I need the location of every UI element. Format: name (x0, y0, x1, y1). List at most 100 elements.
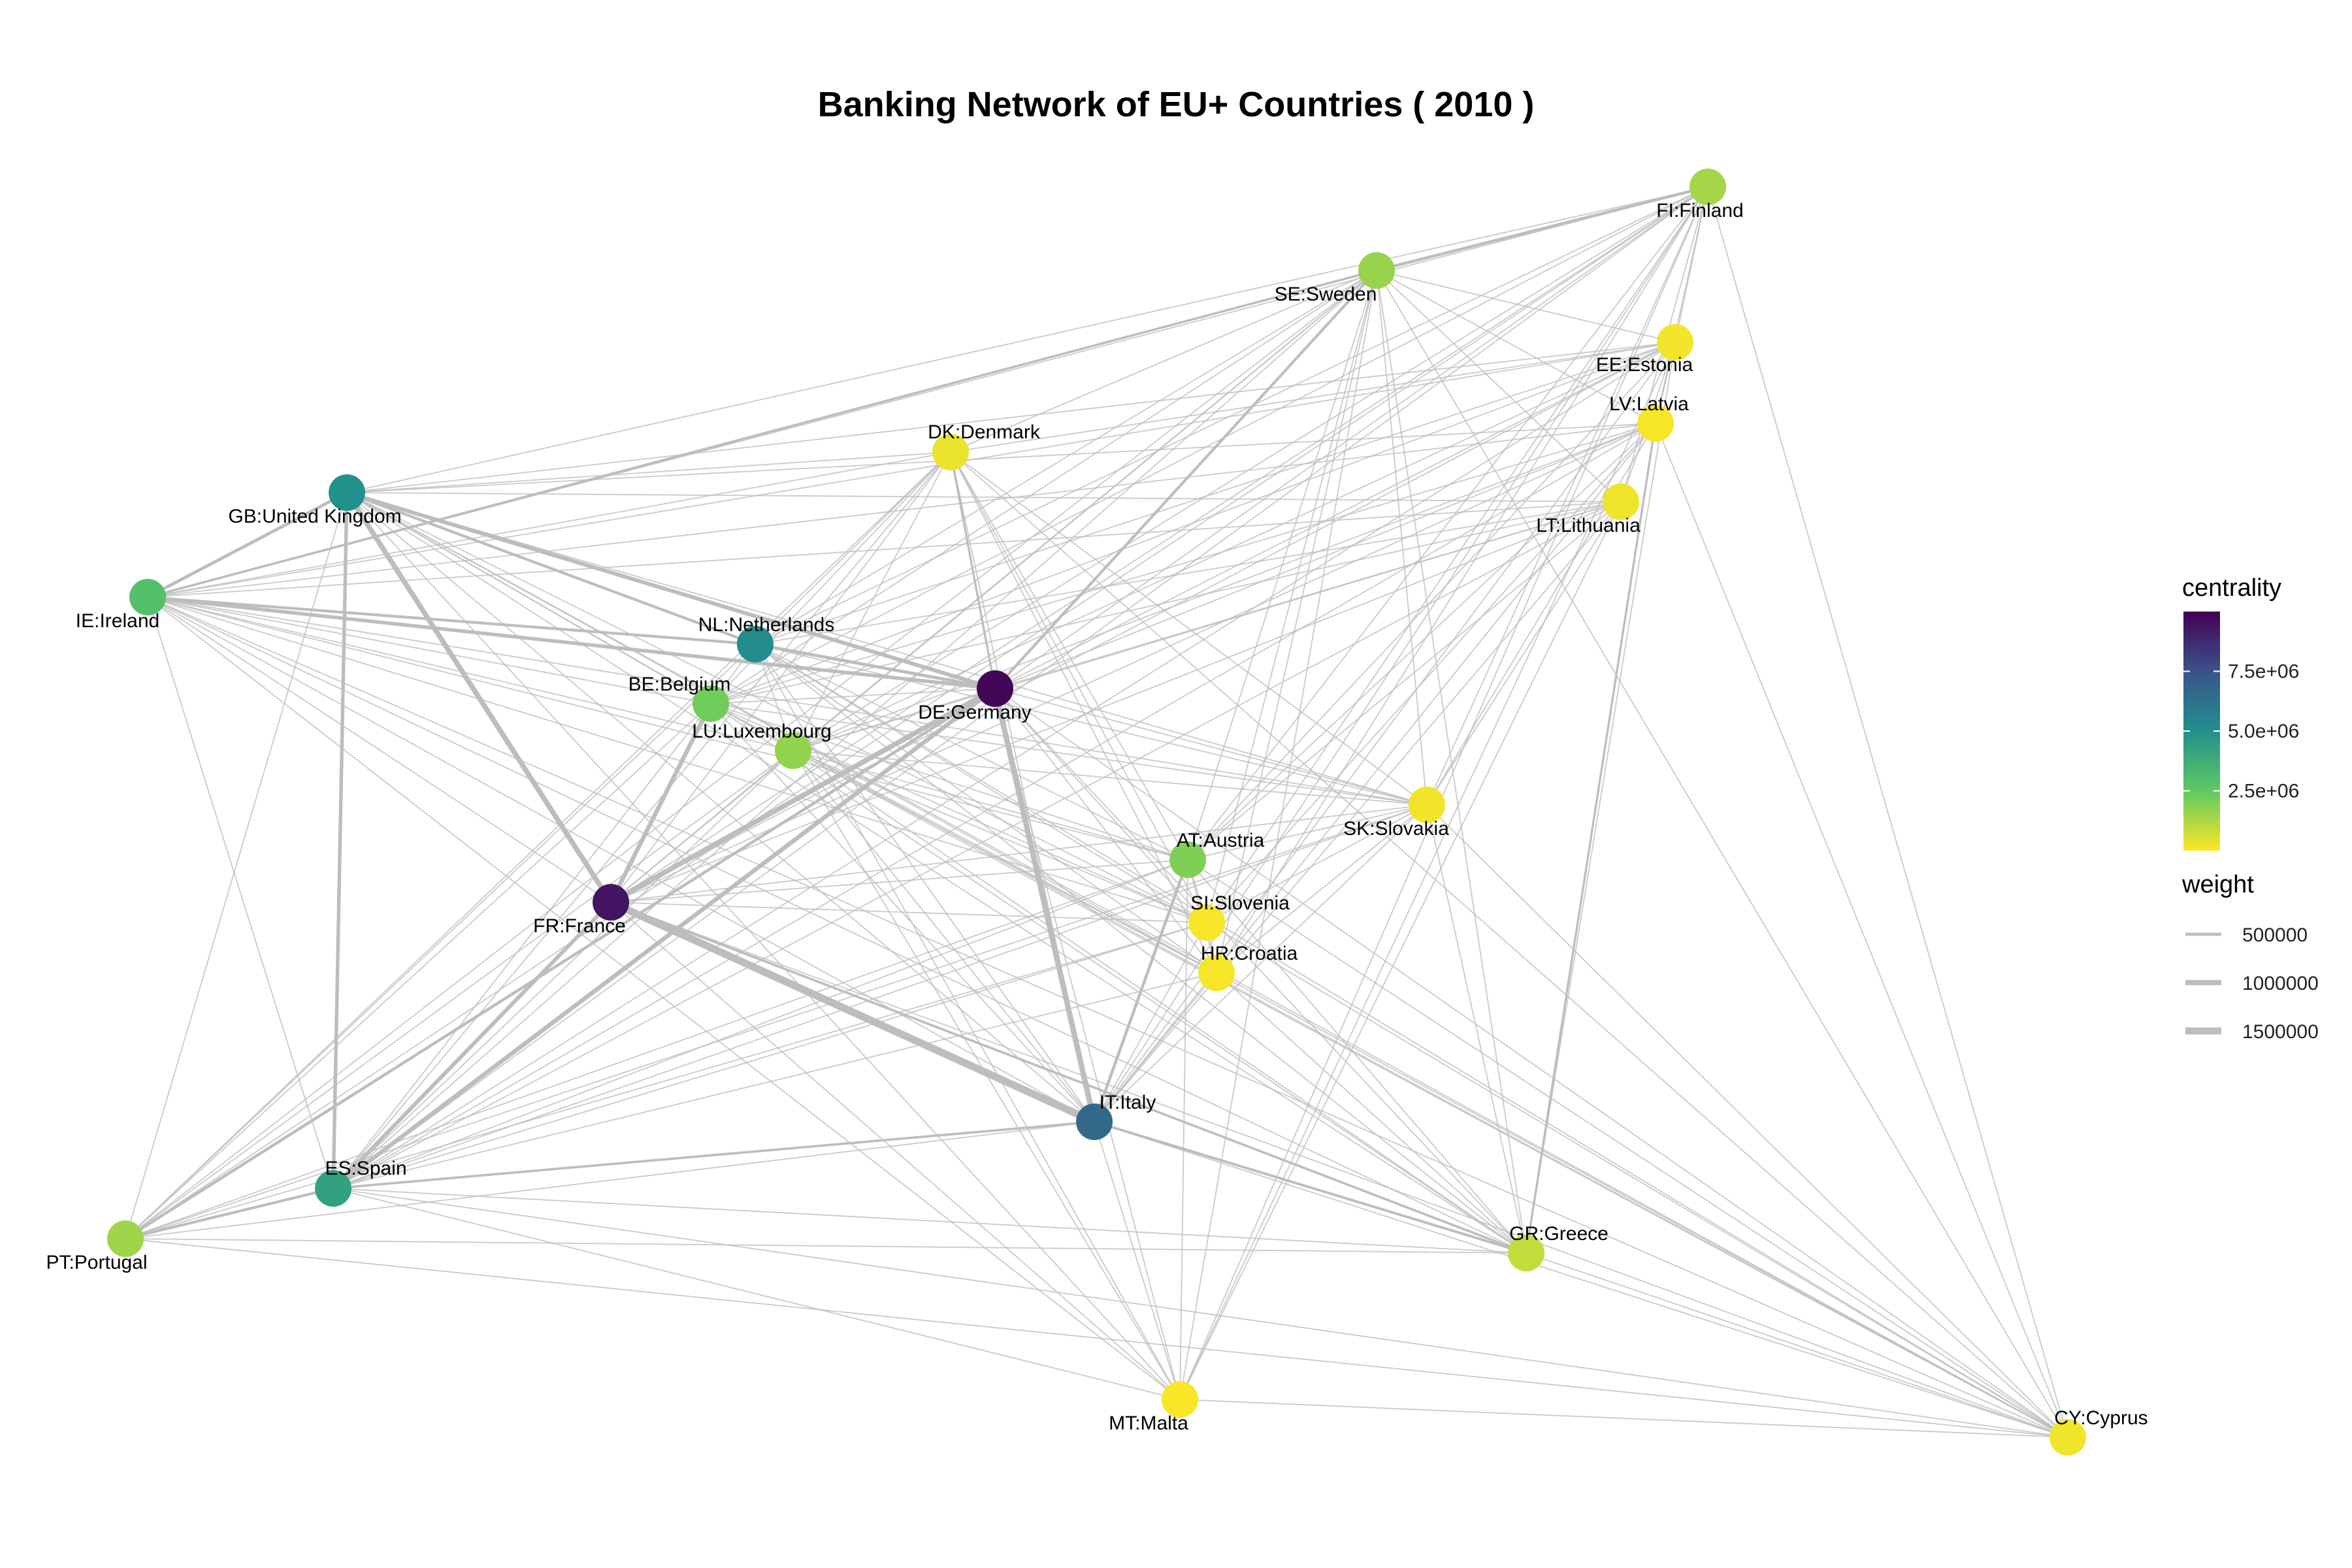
edge-be-gr (710, 703, 1527, 1254)
edge-fi-cy (1707, 186, 2068, 1438)
edge-de-pt (123, 687, 997, 1241)
edge-se-es (333, 270, 1377, 1189)
edge-at-gr (1187, 859, 1527, 1254)
edge-be-sk (710, 703, 1428, 806)
node-at[interactable] (1169, 841, 1206, 878)
edge-ie-gb (146, 491, 349, 599)
colorbar-tick-label: 2.5e+06 (2228, 781, 2299, 802)
node-label-pt: PT:Portugal (46, 1252, 147, 1273)
colorbar-tick-label: 5.0e+06 (2228, 721, 2299, 742)
node-lt[interactable] (1603, 483, 1639, 520)
edge-ee-it (1094, 342, 1676, 1122)
node-si[interactable] (1188, 904, 1225, 941)
edge-gb-sk (346, 492, 1428, 806)
node-label-se: SE:Sweden (1275, 284, 1377, 305)
edge-sk-es (333, 804, 1428, 1189)
node-label-dk: DK:Denmark (928, 421, 1041, 443)
edge-se-dk (950, 270, 1377, 453)
edge-lt-lu (792, 501, 1622, 751)
node-label-lu: LU:Luxembourg (692, 721, 831, 742)
node-de[interactable] (977, 670, 1013, 707)
node-hr[interactable] (1198, 955, 1235, 991)
node-es[interactable] (315, 1170, 351, 1207)
edge-lv-be (710, 423, 1656, 704)
node-label-sk: SK:Slovakia (1343, 818, 1449, 840)
edge-dk-cy (950, 451, 2068, 1438)
legend-weight-title: weight (2181, 871, 2254, 898)
node-mt[interactable] (1162, 1381, 1198, 1418)
edge-nl-cy (755, 644, 2068, 1438)
edge-be-de (710, 688, 996, 704)
edge-fr-it (607, 898, 1098, 1126)
node-label-nl: NL:Netherlands (698, 614, 834, 636)
node-label-lv: LV:Latvia (1609, 393, 1689, 415)
edge-nl-hr (755, 644, 1217, 973)
edge-it-cy (1094, 1121, 2068, 1438)
edge-de-gr (994, 688, 1527, 1254)
node-label-mt: MT:Malta (1109, 1413, 1188, 1434)
edge-de-fr (608, 686, 998, 905)
edge-fr-es (331, 900, 613, 1190)
edge-dk-ie (147, 451, 951, 598)
edge-sk-gr (1426, 804, 1527, 1254)
edge-nl-it (755, 644, 1095, 1122)
edge-se-hr (1216, 270, 1377, 973)
edge-lu-gr (792, 750, 1527, 1254)
edge-nl-de (753, 642, 997, 691)
node-ee[interactable] (1657, 324, 1693, 361)
edge-fr-cy (610, 902, 2068, 1438)
edge-fi-be (710, 186, 1708, 704)
node-cy[interactable] (2050, 1419, 2086, 1456)
edge-pt-gr (125, 1238, 1527, 1254)
edge-nl-si (755, 644, 1207, 923)
legend: centrality 2.5e+065.0e+067.5e+06 weight … (2181, 574, 2319, 1043)
edge-at-mt (1179, 859, 1188, 1400)
edge-si-pt (125, 922, 1207, 1239)
edge-lt-fr (610, 501, 1622, 903)
weight-legend-label: 1500000 (2242, 1021, 2319, 1043)
node-pt[interactable] (107, 1220, 144, 1257)
edge-ie-at (147, 596, 1188, 860)
edge-lv-lu (792, 423, 1656, 751)
node-dk[interactable] (932, 434, 969, 470)
edge-fi-si (1206, 186, 1708, 923)
edge-lv-at (1187, 423, 1656, 860)
edge-mt-cy (1179, 1399, 2068, 1438)
edge-nl-at (755, 644, 1188, 860)
node-lu[interactable] (775, 732, 811, 769)
edge-ee-be (710, 342, 1676, 704)
edge-hr-gr (1216, 972, 1527, 1254)
node-gb[interactable] (329, 474, 365, 511)
node-sk[interactable] (1409, 787, 1445, 823)
node-label-cy: CY:Cyprus (2054, 1407, 2148, 1429)
edge-hr-cy (1216, 972, 2068, 1438)
node-it[interactable] (1076, 1103, 1113, 1140)
edge-fi-lu (792, 186, 1708, 751)
edge-se-mt (1179, 270, 1377, 1400)
edge-ie-es (147, 596, 334, 1189)
node-fr[interactable] (593, 884, 629, 921)
edge-dk-nl (755, 451, 951, 645)
edge-be-es (333, 703, 711, 1189)
edge-de-hr (994, 688, 1217, 973)
node-gr[interactable] (1508, 1235, 1544, 1271)
edge-si-cy (1206, 922, 2068, 1438)
node-se[interactable] (1358, 252, 1395, 289)
node-label-hr: HR:Croatia (1201, 943, 1298, 964)
edge-at-cy (1187, 859, 2068, 1438)
edge-ee-es (333, 342, 1676, 1189)
edge-lv-it (1094, 423, 1656, 1122)
edge-de-dk (949, 451, 996, 690)
node-fi[interactable] (1690, 169, 1726, 205)
edge-ee-nl (755, 342, 1676, 645)
edge-lt-it (1094, 501, 1622, 1122)
node-be[interactable] (693, 685, 729, 722)
edge-se-lt (1376, 270, 1622, 502)
nodes-layer (107, 169, 2086, 1456)
node-ie[interactable] (129, 579, 166, 615)
edge-de-es (331, 686, 998, 1191)
node-nl[interactable] (737, 626, 774, 662)
edge-ie-be (147, 596, 711, 704)
node-lv[interactable] (1637, 405, 1674, 442)
edge-se-de (993, 269, 1379, 691)
